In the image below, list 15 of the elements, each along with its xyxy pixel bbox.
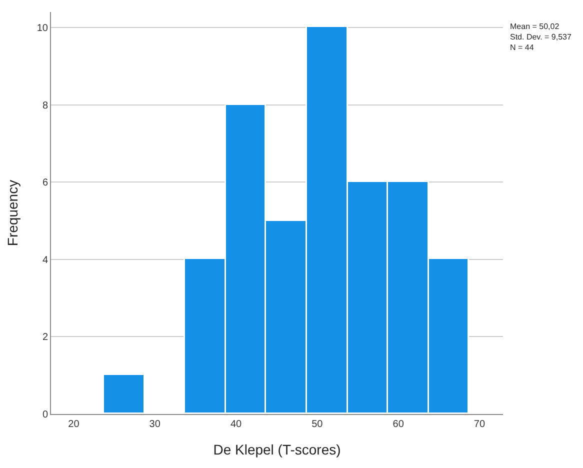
y-tick-label: 2 bbox=[42, 332, 48, 344]
x-tick-label: 40 bbox=[230, 419, 242, 430]
y-tick-label: 4 bbox=[42, 254, 48, 266]
x-tick-label: 20 bbox=[68, 419, 80, 430]
x-tick-label: 60 bbox=[392, 419, 404, 430]
y-tick-label: 0 bbox=[42, 410, 48, 420]
x-tick-label: 50 bbox=[312, 419, 324, 430]
x-tick-label: 70 bbox=[474, 419, 486, 430]
y-axis-title: Frequency bbox=[4, 180, 20, 246]
y-tick-label: 8 bbox=[42, 100, 48, 112]
text: Mean = 50,02 Std. Dev. = 9,537 N = 44 bbox=[510, 22, 572, 52]
x-tick-label: 30 bbox=[149, 419, 161, 430]
y-tick-label: 6 bbox=[42, 178, 48, 189]
x-axis-title: De Klepel (T-scores) bbox=[213, 441, 341, 458]
y-tick-label: 10 bbox=[36, 22, 48, 34]
